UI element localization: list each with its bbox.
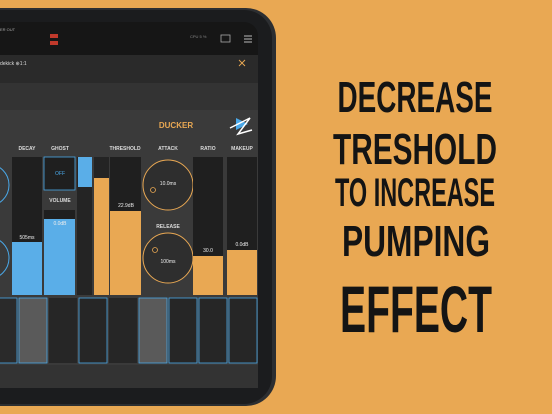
bottom-bar <box>0 365 258 388</box>
knob[interactable] <box>142 232 194 284</box>
label: ATTACK <box>158 146 178 152</box>
value: 0.0dB <box>53 221 67 227</box>
logo <box>229 117 253 136</box>
meter-fill <box>78 157 92 187</box>
loop-icon[interactable] <box>220 34 231 43</box>
meter-fill <box>94 178 109 295</box>
label: RELEASE <box>156 224 180 230</box>
knob[interactable] <box>0 164 10 206</box>
plugin-title: dekick ⊕1:1 <box>0 61 27 67</box>
label: GHOST <box>51 146 69 152</box>
label: RATIO <box>200 146 215 152</box>
slider-fill <box>110 211 141 295</box>
headline: EFFECT <box>340 272 492 346</box>
knob-handle <box>150 187 156 193</box>
headline: TRESHOLD <box>333 125 497 174</box>
panel-title: DUCKER <box>159 121 193 130</box>
value: 30.0 <box>203 248 213 254</box>
value: 505ms <box>19 235 35 241</box>
label: MAKEUP <box>231 146 253 152</box>
value: 22.9dB <box>118 203 135 209</box>
cpu: CPU 5 % <box>190 34 207 39</box>
value: 0.0dB <box>235 242 249 248</box>
plugin-strip <box>0 83 258 110</box>
pad[interactable] <box>109 298 137 363</box>
menu-icon[interactable] <box>244 35 252 43</box>
meter <box>77 157 92 295</box>
headline: TO INCREASE <box>335 171 495 215</box>
pad[interactable] <box>138 297 168 364</box>
label: THRESHOLD <box>109 146 141 152</box>
plugin-header <box>0 55 258 83</box>
headline: DECREASE <box>338 73 493 122</box>
slider-fill <box>227 250 257 295</box>
pad[interactable] <box>198 297 228 364</box>
slider-fill <box>44 219 75 295</box>
value: 100ms <box>160 259 176 265</box>
pad[interactable] <box>18 297 48 364</box>
pad[interactable] <box>228 297 258 364</box>
ghost-button[interactable] <box>43 156 76 191</box>
knob[interactable] <box>0 237 10 279</box>
pad[interactable] <box>78 297 108 364</box>
headline: PUMPING <box>342 217 490 266</box>
slider-fill <box>12 242 42 295</box>
level-indicator <box>50 34 58 38</box>
label: VOLUME <box>49 198 71 204</box>
close-button[interactable] <box>238 59 246 67</box>
pad-row <box>0 297 258 364</box>
pad[interactable] <box>0 297 18 364</box>
pad[interactable] <box>49 298 77 363</box>
top-label: ER OUT <box>0 27 16 32</box>
label: DECAY <box>18 146 36 152</box>
value: 10.0ms <box>160 181 177 187</box>
slider-fill <box>193 256 223 295</box>
level-indicator <box>50 41 58 45</box>
knob-handle <box>152 247 158 253</box>
value: OFF <box>55 171 65 177</box>
pad[interactable] <box>168 297 198 364</box>
